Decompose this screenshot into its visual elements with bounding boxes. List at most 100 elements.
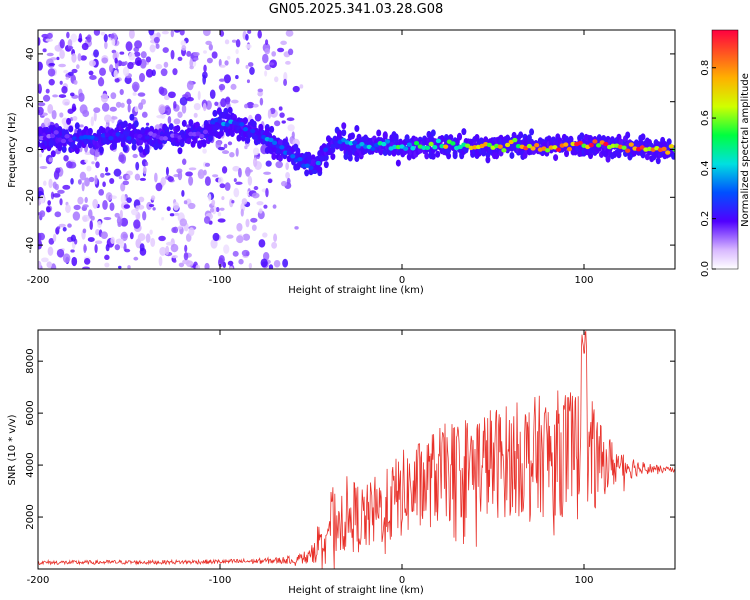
spectrogram-y-tick-label: 20 xyxy=(25,95,36,108)
spectrogram-noise-point xyxy=(102,181,106,188)
spectrogram-noise-point xyxy=(111,116,118,120)
spectrogram-noise-point xyxy=(56,56,60,61)
spectrogram-noise-point xyxy=(89,220,93,231)
spectrogram-noise-point xyxy=(39,210,46,218)
spectrogram-noise-point xyxy=(246,79,250,84)
spectrogram-ridge-band xyxy=(277,139,283,147)
spectrogram-noise-point xyxy=(167,91,176,99)
spectrogram-noise-point xyxy=(51,109,57,120)
spectrogram-ridge-point xyxy=(239,122,245,127)
spectrogram-noise-point xyxy=(119,51,125,55)
spectrogram-ridge-point xyxy=(108,136,114,141)
spectrogram-noise-point xyxy=(95,240,103,245)
spectrogram-noise-point xyxy=(262,251,270,261)
spectrogram-noise-point xyxy=(58,63,67,68)
spectrogram-noise-point xyxy=(264,47,270,55)
spectrogram-noise-point xyxy=(212,174,219,178)
spectrogram-ridge-band xyxy=(446,152,452,160)
spectrogram-ridge-band xyxy=(177,147,183,155)
spectrogram-ridge-band xyxy=(323,161,329,169)
spectrogram-noise-point xyxy=(197,90,201,101)
spectrogram-noise-point xyxy=(93,30,101,36)
spectrogram-noise-point xyxy=(247,175,253,186)
spectrogram-noise-point xyxy=(181,158,187,165)
spectrogram-noise-point xyxy=(247,62,254,67)
spectrogram-noise-point xyxy=(38,106,44,116)
spectrogram-noise-point xyxy=(48,238,55,245)
spectrogram-noise-point xyxy=(197,169,205,180)
spectrogram-noise-point xyxy=(72,211,81,221)
spectrogram-ridge-band xyxy=(448,134,454,142)
spectrogram-noise-point xyxy=(187,202,196,210)
spectrogram-ridge-point xyxy=(137,134,143,139)
snr-x-tick-label: 0 xyxy=(399,575,405,586)
spectrogram-ridge-point xyxy=(217,119,223,124)
spectrogram-noise-point xyxy=(114,244,121,251)
spectrogram-noise-point xyxy=(88,60,96,67)
spectrogram-noise-point xyxy=(41,257,49,263)
spectrogram-ridge-band xyxy=(242,117,248,125)
spectrogram-noise-point xyxy=(105,192,113,201)
snr-x-tick-label: -100 xyxy=(209,575,232,586)
spectrogram-noise-point xyxy=(123,204,131,209)
spectrogram-ridge-point xyxy=(341,137,347,143)
spectrogram-noise-point xyxy=(128,52,136,61)
spectrogram-noise-point xyxy=(94,149,99,157)
spectrogram-noise-point xyxy=(67,45,74,50)
spectrogram-ridge-band xyxy=(208,134,214,142)
spectrogram-ridge-point xyxy=(399,144,405,149)
spectrogram-noise-point xyxy=(110,92,117,100)
spectrogram-noise-point xyxy=(104,172,111,176)
spectrogram-noise-point xyxy=(169,213,175,217)
spectrogram-noise-point xyxy=(232,165,240,172)
spectrogram-noise-point xyxy=(38,61,43,71)
spectrogram-noise-point xyxy=(69,92,75,97)
spectrogram-noise-point xyxy=(180,40,186,47)
spectrogram-ridge-point xyxy=(352,140,358,145)
spectrogram-noise-point xyxy=(71,256,78,267)
spectrogram-noise-point xyxy=(171,227,177,233)
spectrogram-noise-point xyxy=(204,176,211,187)
spectrogram-x-tick-label: -100 xyxy=(209,275,232,286)
spectrogram-noise-point xyxy=(108,64,114,73)
spectrogram-noise-point xyxy=(77,38,83,43)
spectrogram-noise-point xyxy=(42,48,47,53)
spectrogram-ridge-band xyxy=(638,139,644,147)
spectrogram-noise-point xyxy=(137,204,145,210)
spectrogram-noise-point xyxy=(224,60,229,66)
spectrogram-noise-point xyxy=(283,78,288,87)
spectrogram-noise-point xyxy=(82,228,87,234)
spectrogram-ridge-point xyxy=(406,142,412,147)
spectrogram-noise-point xyxy=(206,57,213,64)
spectrogram-noise-point xyxy=(242,233,251,241)
spectrogram-noise-point xyxy=(188,227,195,237)
spectrogram-noise-point xyxy=(156,114,164,119)
colorbar-tick-label: 0.4 xyxy=(700,160,711,176)
spectrogram-noise-point xyxy=(238,167,242,178)
spectrogram-ridge-band xyxy=(61,145,67,153)
spectrogram-ridge-band xyxy=(616,151,622,159)
spectrogram-noise-point xyxy=(70,249,75,253)
spectrogram-noise-point xyxy=(233,178,237,183)
spectrogram-noise-point xyxy=(262,53,269,64)
spectrogram-noise-point xyxy=(91,161,95,165)
spectrogram-ridge-point xyxy=(661,146,667,152)
spectrogram-noise-point xyxy=(163,94,170,101)
spectrogram-noise-point xyxy=(151,69,156,77)
spectrogram-ridge-band xyxy=(295,147,301,155)
spectrogram-noise-point xyxy=(88,176,95,183)
spectrogram-noise-point xyxy=(181,104,187,114)
spectrogram-noise-point xyxy=(137,233,146,242)
spectrogram-noise-point xyxy=(59,38,65,49)
spectrogram-noise-point xyxy=(257,30,262,39)
spectrogram-noise-point xyxy=(173,118,181,125)
spectrogram-noise-point xyxy=(172,202,180,211)
spectrogram-ridge-point xyxy=(126,136,132,141)
spectrogram-noise-point xyxy=(59,198,63,206)
spectrogram-noise-point xyxy=(92,198,99,209)
spectrogram-noise-point xyxy=(79,171,87,181)
spectrogram-ridge-band xyxy=(229,130,235,138)
spectrogram-noise-point xyxy=(203,50,207,54)
